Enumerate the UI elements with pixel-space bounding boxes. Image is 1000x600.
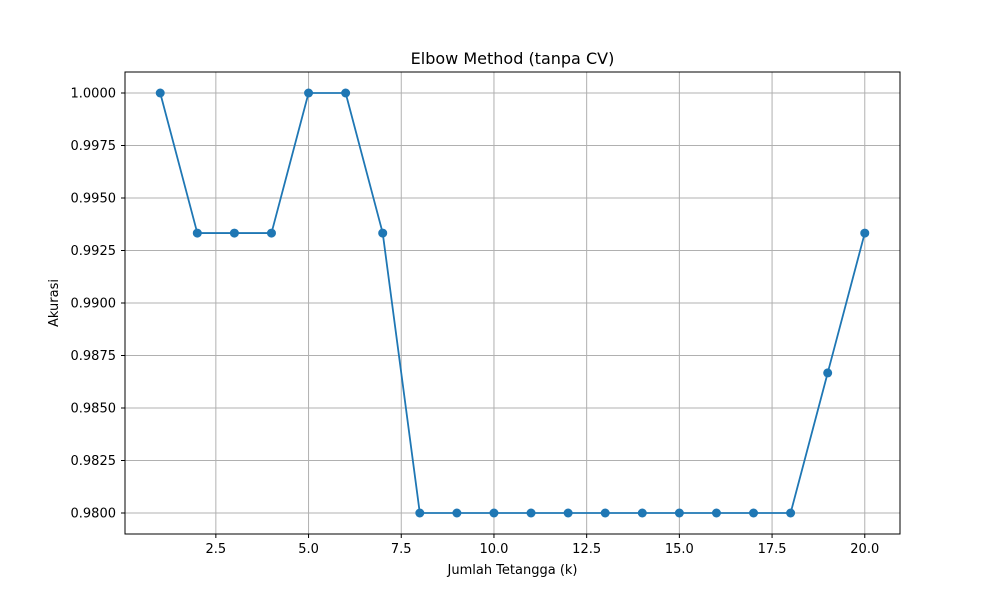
- x-tick-label: 15.0: [665, 542, 694, 557]
- y-tick-label: 1.0000: [71, 87, 117, 102]
- data-point: [600, 508, 610, 518]
- data-point: [860, 228, 870, 238]
- data-point: [749, 508, 759, 518]
- data-point: [155, 88, 165, 98]
- x-tick-label: 2.5: [206, 542, 227, 557]
- data-point: [637, 508, 647, 518]
- y-axis-label: Akurasi: [47, 279, 62, 327]
- x-axis-ticks: 2.5 5.0 7.5 10.0 12.5 15.0 17.5 20.0: [206, 534, 879, 557]
- data-point: [711, 508, 721, 518]
- data-point: [266, 228, 276, 238]
- chart-title: Elbow Method (tanpa CV): [411, 49, 615, 68]
- y-tick-label: 0.9825: [71, 454, 117, 469]
- data-point: [229, 228, 239, 238]
- data-point: [786, 508, 796, 518]
- y-tick-label: 0.9875: [71, 349, 117, 364]
- data-point: [304, 88, 314, 98]
- y-axis-ticks: 0.9800 0.9825 0.9850 0.9875 0.9900 0.9925 0.99…: [71, 87, 125, 522]
- data-point: [192, 228, 202, 238]
- data-point: [489, 508, 499, 518]
- data-point: [452, 508, 462, 518]
- x-tick-label: 17.5: [758, 542, 787, 557]
- x-tick-label: 7.5: [391, 542, 412, 557]
- series-group: [155, 88, 870, 518]
- data-point: [415, 508, 425, 518]
- y-tick-label: 0.9850: [71, 402, 117, 417]
- data-point: [674, 508, 684, 518]
- x-tick-label: 20.0: [850, 542, 879, 557]
- x-tick-label: 5.0: [298, 542, 319, 557]
- data-point: [378, 228, 388, 238]
- series-line: [159, 92, 866, 514]
- data-point: [563, 508, 573, 518]
- x-tick-label: 12.5: [572, 542, 601, 557]
- x-axis-label: Jumlah Tetangga (k): [447, 563, 578, 578]
- y-tick-label: 0.9800: [71, 507, 117, 522]
- data-point: [341, 88, 351, 98]
- y-tick-label: 0.9950: [71, 192, 117, 207]
- y-tick-label: 0.9925: [71, 244, 117, 259]
- x-tick-label: 10.0: [479, 542, 508, 557]
- grid-lines: [125, 72, 900, 534]
- data-point: [823, 368, 833, 378]
- data-point: [526, 508, 536, 518]
- y-tick-label: 0.9900: [71, 297, 117, 312]
- y-tick-label: 0.9975: [71, 139, 117, 154]
